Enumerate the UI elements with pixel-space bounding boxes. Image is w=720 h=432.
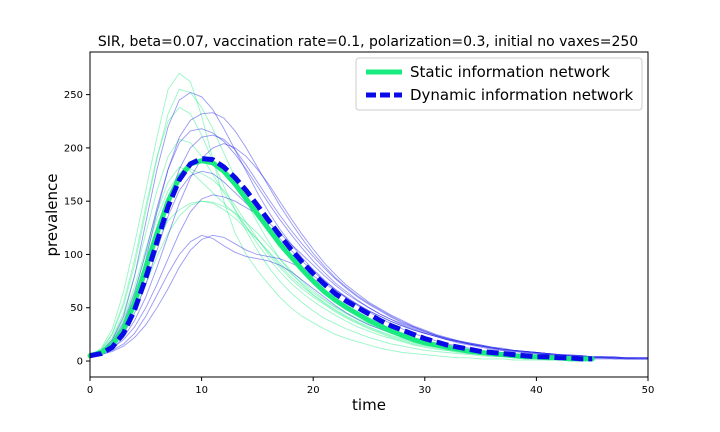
y-tick-label: 50	[70, 303, 83, 314]
trajectory-dynamic-16	[89, 194, 648, 359]
trajectory-dynamic-13	[89, 234, 648, 359]
chart-title: SIR, beta=0.07, vaccination rate=0.1, po…	[98, 34, 638, 50]
trajectory-dynamic-12	[89, 170, 648, 359]
y-tick-label: 250	[64, 90, 83, 101]
y-tick-label: 0	[77, 357, 83, 368]
legend-box	[355, 57, 643, 111]
x-tick-label: 10	[195, 385, 208, 396]
x-tick-label: 40	[530, 385, 543, 396]
y-axis-label: prevalence	[43, 173, 61, 256]
legend-label-static: Static information network	[410, 63, 610, 81]
x-tick-label: 20	[307, 385, 320, 396]
plot-frame	[89, 51, 649, 378]
plot-area	[87, 72, 648, 362]
y-tick-label: 200	[64, 143, 83, 154]
x-tick-label: 0	[87, 385, 93, 396]
y-axis: 0 50 100 150 200 250	[64, 90, 90, 368]
x-axis: 0 10 20 30 40 50	[87, 377, 655, 396]
trajectory-dynamic-15	[89, 134, 648, 360]
trajectory-dynamic-11	[89, 143, 648, 359]
legend: Static information network Dynamic infor…	[355, 57, 643, 111]
trajectory-static-0	[89, 72, 593, 361]
x-axis-label: time	[352, 396, 386, 414]
x-tick-label: 50	[642, 385, 655, 396]
series-dynamic-line	[89, 156, 593, 362]
y-tick-label: 150	[64, 197, 83, 208]
y-tick-label: 100	[64, 250, 83, 261]
x-tick-label: 30	[418, 385, 431, 396]
legend-label-dynamic: Dynamic information network	[410, 86, 633, 104]
